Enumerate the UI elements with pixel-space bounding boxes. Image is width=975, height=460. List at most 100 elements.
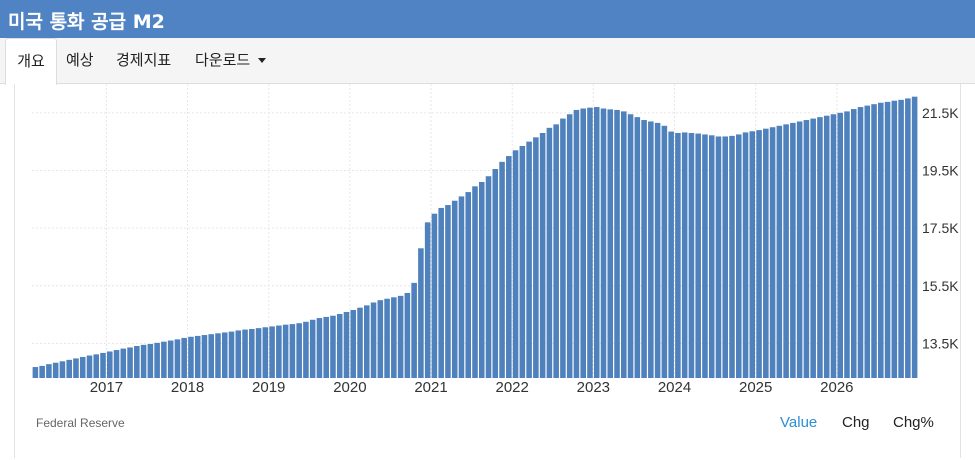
bar[interactable] (878, 102, 884, 378)
bar[interactable] (303, 321, 309, 378)
bar[interactable] (627, 114, 634, 378)
bar[interactable] (891, 100, 898, 378)
bar[interactable] (654, 122, 661, 378)
bar[interactable] (864, 105, 871, 378)
bar[interactable] (790, 122, 796, 378)
bar[interactable] (106, 351, 113, 378)
bar[interactable] (445, 205, 451, 378)
bar[interactable] (262, 327, 269, 378)
bar[interactable] (336, 314, 343, 378)
bar[interactable] (911, 96, 918, 379)
bar[interactable] (850, 109, 857, 378)
bar[interactable] (823, 115, 830, 379)
bar[interactable] (235, 330, 242, 378)
bar[interactable] (127, 347, 133, 378)
bar[interactable] (553, 124, 559, 378)
bar[interactable] (621, 111, 627, 378)
bar[interactable] (675, 133, 681, 378)
bar[interactable] (735, 134, 742, 378)
bar[interactable] (796, 121, 803, 379)
chg-pct-button[interactable]: Chg% (893, 414, 934, 431)
bar[interactable] (73, 358, 79, 378)
bar[interactable] (188, 336, 194, 378)
bar[interactable] (364, 305, 370, 378)
bar[interactable] (282, 324, 289, 378)
tab-overview[interactable]: 개요 (5, 38, 57, 85)
bar[interactable] (86, 355, 93, 378)
bar[interactable] (539, 133, 546, 378)
bar[interactable] (167, 340, 174, 378)
bar[interactable] (201, 335, 208, 378)
bar[interactable] (506, 156, 512, 378)
bar[interactable] (702, 134, 708, 378)
bar[interactable] (485, 176, 492, 378)
value-button[interactable]: Value (780, 414, 818, 431)
chg-button[interactable]: Chg (842, 414, 870, 431)
bar[interactable] (648, 121, 654, 379)
bar[interactable] (147, 343, 154, 378)
bar[interactable] (431, 213, 438, 378)
bar[interactable] (830, 114, 837, 378)
bar[interactable] (140, 344, 147, 378)
bar[interactable] (39, 365, 45, 378)
bar[interactable] (512, 150, 519, 378)
bar[interactable] (776, 125, 783, 378)
tab-download[interactable]: 다운로드 (195, 38, 267, 83)
bar[interactable] (871, 104, 877, 379)
bar[interactable] (742, 132, 749, 378)
bar[interactable] (661, 125, 668, 378)
bar[interactable] (255, 328, 262, 378)
bar[interactable] (194, 335, 201, 378)
bar[interactable] (749, 131, 756, 378)
bar[interactable] (857, 107, 864, 378)
bar[interactable] (884, 101, 891, 378)
bar[interactable] (587, 107, 593, 379)
bar[interactable] (59, 361, 66, 378)
bar[interactable] (404, 292, 411, 378)
bar[interactable] (370, 302, 377, 378)
bar[interactable] (668, 131, 674, 378)
bar[interactable] (681, 132, 688, 378)
bar[interactable] (803, 120, 810, 378)
bar[interactable] (458, 196, 465, 378)
bar[interactable] (79, 356, 86, 378)
bar[interactable] (566, 114, 573, 378)
bar[interactable] (113, 350, 120, 378)
bar[interactable] (708, 135, 715, 378)
bar[interactable] (438, 207, 444, 378)
bar[interactable] (492, 169, 499, 378)
bar[interactable] (560, 118, 566, 379)
bar[interactable] (228, 331, 235, 378)
bar[interactable] (154, 342, 160, 378)
bar[interactable] (174, 339, 181, 378)
bar[interactable] (898, 99, 904, 379)
bar[interactable] (844, 111, 850, 378)
bar[interactable] (357, 307, 363, 378)
tab-forecast[interactable]: 예상 (66, 38, 94, 83)
bar[interactable] (688, 133, 695, 378)
bar[interactable] (52, 362, 59, 378)
bar[interactable] (905, 98, 911, 378)
bar[interactable] (330, 315, 336, 378)
bar[interactable] (289, 324, 296, 378)
bar[interactable] (309, 319, 316, 378)
bar[interactable] (817, 117, 823, 378)
bar[interactable] (269, 326, 275, 378)
bar[interactable] (600, 108, 607, 379)
bar[interactable] (573, 109, 580, 379)
bar[interactable] (837, 112, 844, 378)
bar[interactable] (729, 135, 735, 378)
bar[interactable] (499, 161, 505, 378)
bar[interactable] (722, 136, 729, 378)
bar[interactable] (66, 359, 72, 378)
bar[interactable] (46, 364, 52, 378)
bar[interactable] (472, 186, 478, 378)
bar[interactable] (634, 117, 641, 378)
bar[interactable] (580, 108, 586, 379)
bar[interactable] (208, 334, 215, 378)
bar[interactable] (526, 141, 532, 378)
bar[interactable] (411, 282, 417, 378)
bar[interactable] (607, 109, 614, 378)
bar[interactable] (641, 120, 647, 378)
bar[interactable] (350, 309, 357, 378)
